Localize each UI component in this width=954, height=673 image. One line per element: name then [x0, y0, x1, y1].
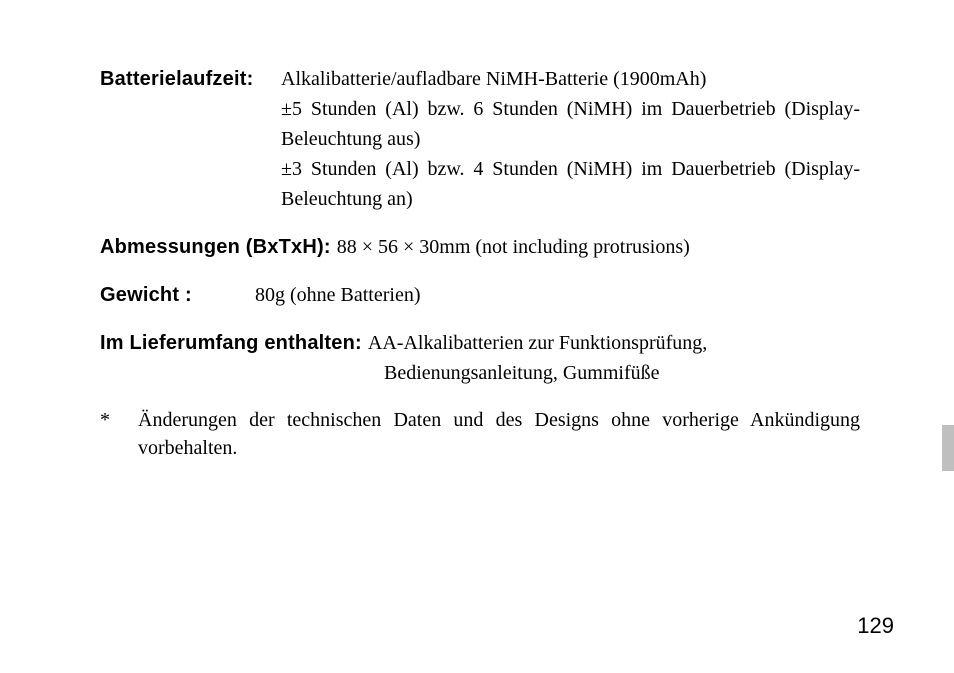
edge-tab [942, 425, 954, 471]
spec-page: Batterielaufzeit: Alkalibatterie/aufladb… [100, 64, 860, 462]
row-battery: Batterielaufzeit: Alkalibatterie/aufladb… [100, 64, 860, 214]
battery-line2: ±5 Stunden (Al) bzw. 6 Stunden (NiMH) im… [281, 94, 860, 154]
value-battery: Alkalibatterie/aufladbare NiMH-Batterie … [281, 64, 860, 214]
label-battery: Batterielaufzeit: [100, 64, 281, 94]
included-line2: Bedienungsanleitung, Gummifüße [100, 358, 860, 388]
value-dimensions: 88 × 56 × 30mm (not including protrusion… [337, 232, 690, 262]
value-weight: 80g (ohne Batterien) [255, 280, 421, 310]
battery-line1: Alkalibatterie/aufladbare NiMH-Batterie … [281, 64, 860, 94]
battery-line3: ±3 Stunden (Al) bzw. 4 Stunden (NiMH) im… [281, 154, 860, 214]
row-included: Im Lieferumfang enthalten: AA-Alkalibatt… [100, 328, 860, 388]
row-weight: Gewicht : 80g (ohne Batterien) [100, 280, 860, 310]
page-number: 129 [857, 613, 894, 639]
label-weight: Gewicht : [100, 280, 255, 310]
footnote-text: Änderungen der technischen Daten und des… [138, 406, 860, 462]
included-line1: AA-Alkalibatterien zur Funktionsprüfung, [368, 328, 860, 358]
row-dimensions: Abmessungen (BxTxH): 88 × 56 × 30mm (not… [100, 232, 860, 262]
label-included: Im Lieferumfang enthalten: [100, 328, 362, 358]
label-dimensions: Abmessungen (BxTxH): [100, 232, 331, 262]
footnote-mark: * [100, 406, 138, 434]
row-footnote: * Änderungen der technischen Daten und d… [100, 406, 860, 462]
